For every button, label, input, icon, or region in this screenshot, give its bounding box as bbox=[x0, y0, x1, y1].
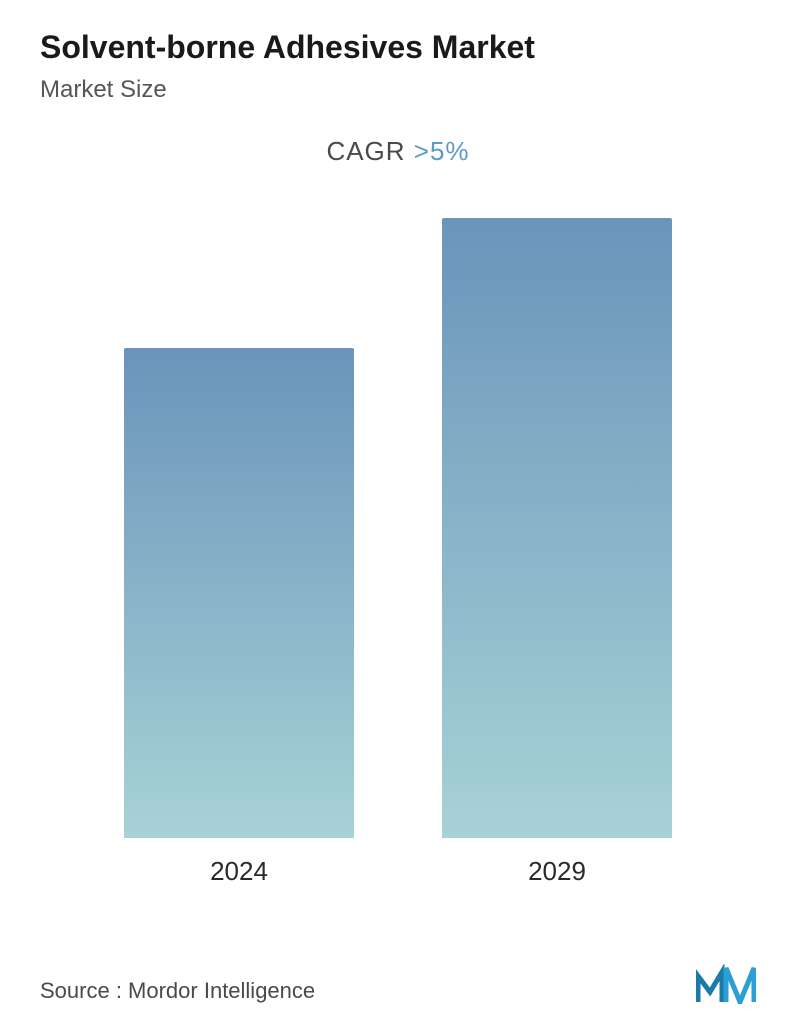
cagr-annotation: CAGR >5% bbox=[40, 136, 756, 167]
bar-label-2024: 2024 bbox=[210, 856, 268, 887]
source-attribution: Source : Mordor Intelligence bbox=[40, 978, 315, 1004]
bar-label-2029: 2029 bbox=[528, 856, 586, 887]
chart-footer: Source : Mordor Intelligence bbox=[40, 964, 756, 1004]
cagr-label: CAGR bbox=[326, 136, 413, 166]
bar-2024 bbox=[124, 348, 354, 838]
mordor-logo-icon bbox=[696, 964, 756, 1004]
bar-2029 bbox=[442, 218, 672, 838]
bar-group-2024: 2024 bbox=[124, 348, 354, 887]
bar-chart: 2024 2029 bbox=[40, 217, 756, 887]
cagr-value: >5% bbox=[414, 136, 470, 166]
bar-group-2029: 2029 bbox=[442, 218, 672, 887]
chart-subtitle: Market Size bbox=[40, 76, 756, 104]
chart-title: Solvent-borne Adhesives Market bbox=[40, 28, 756, 66]
